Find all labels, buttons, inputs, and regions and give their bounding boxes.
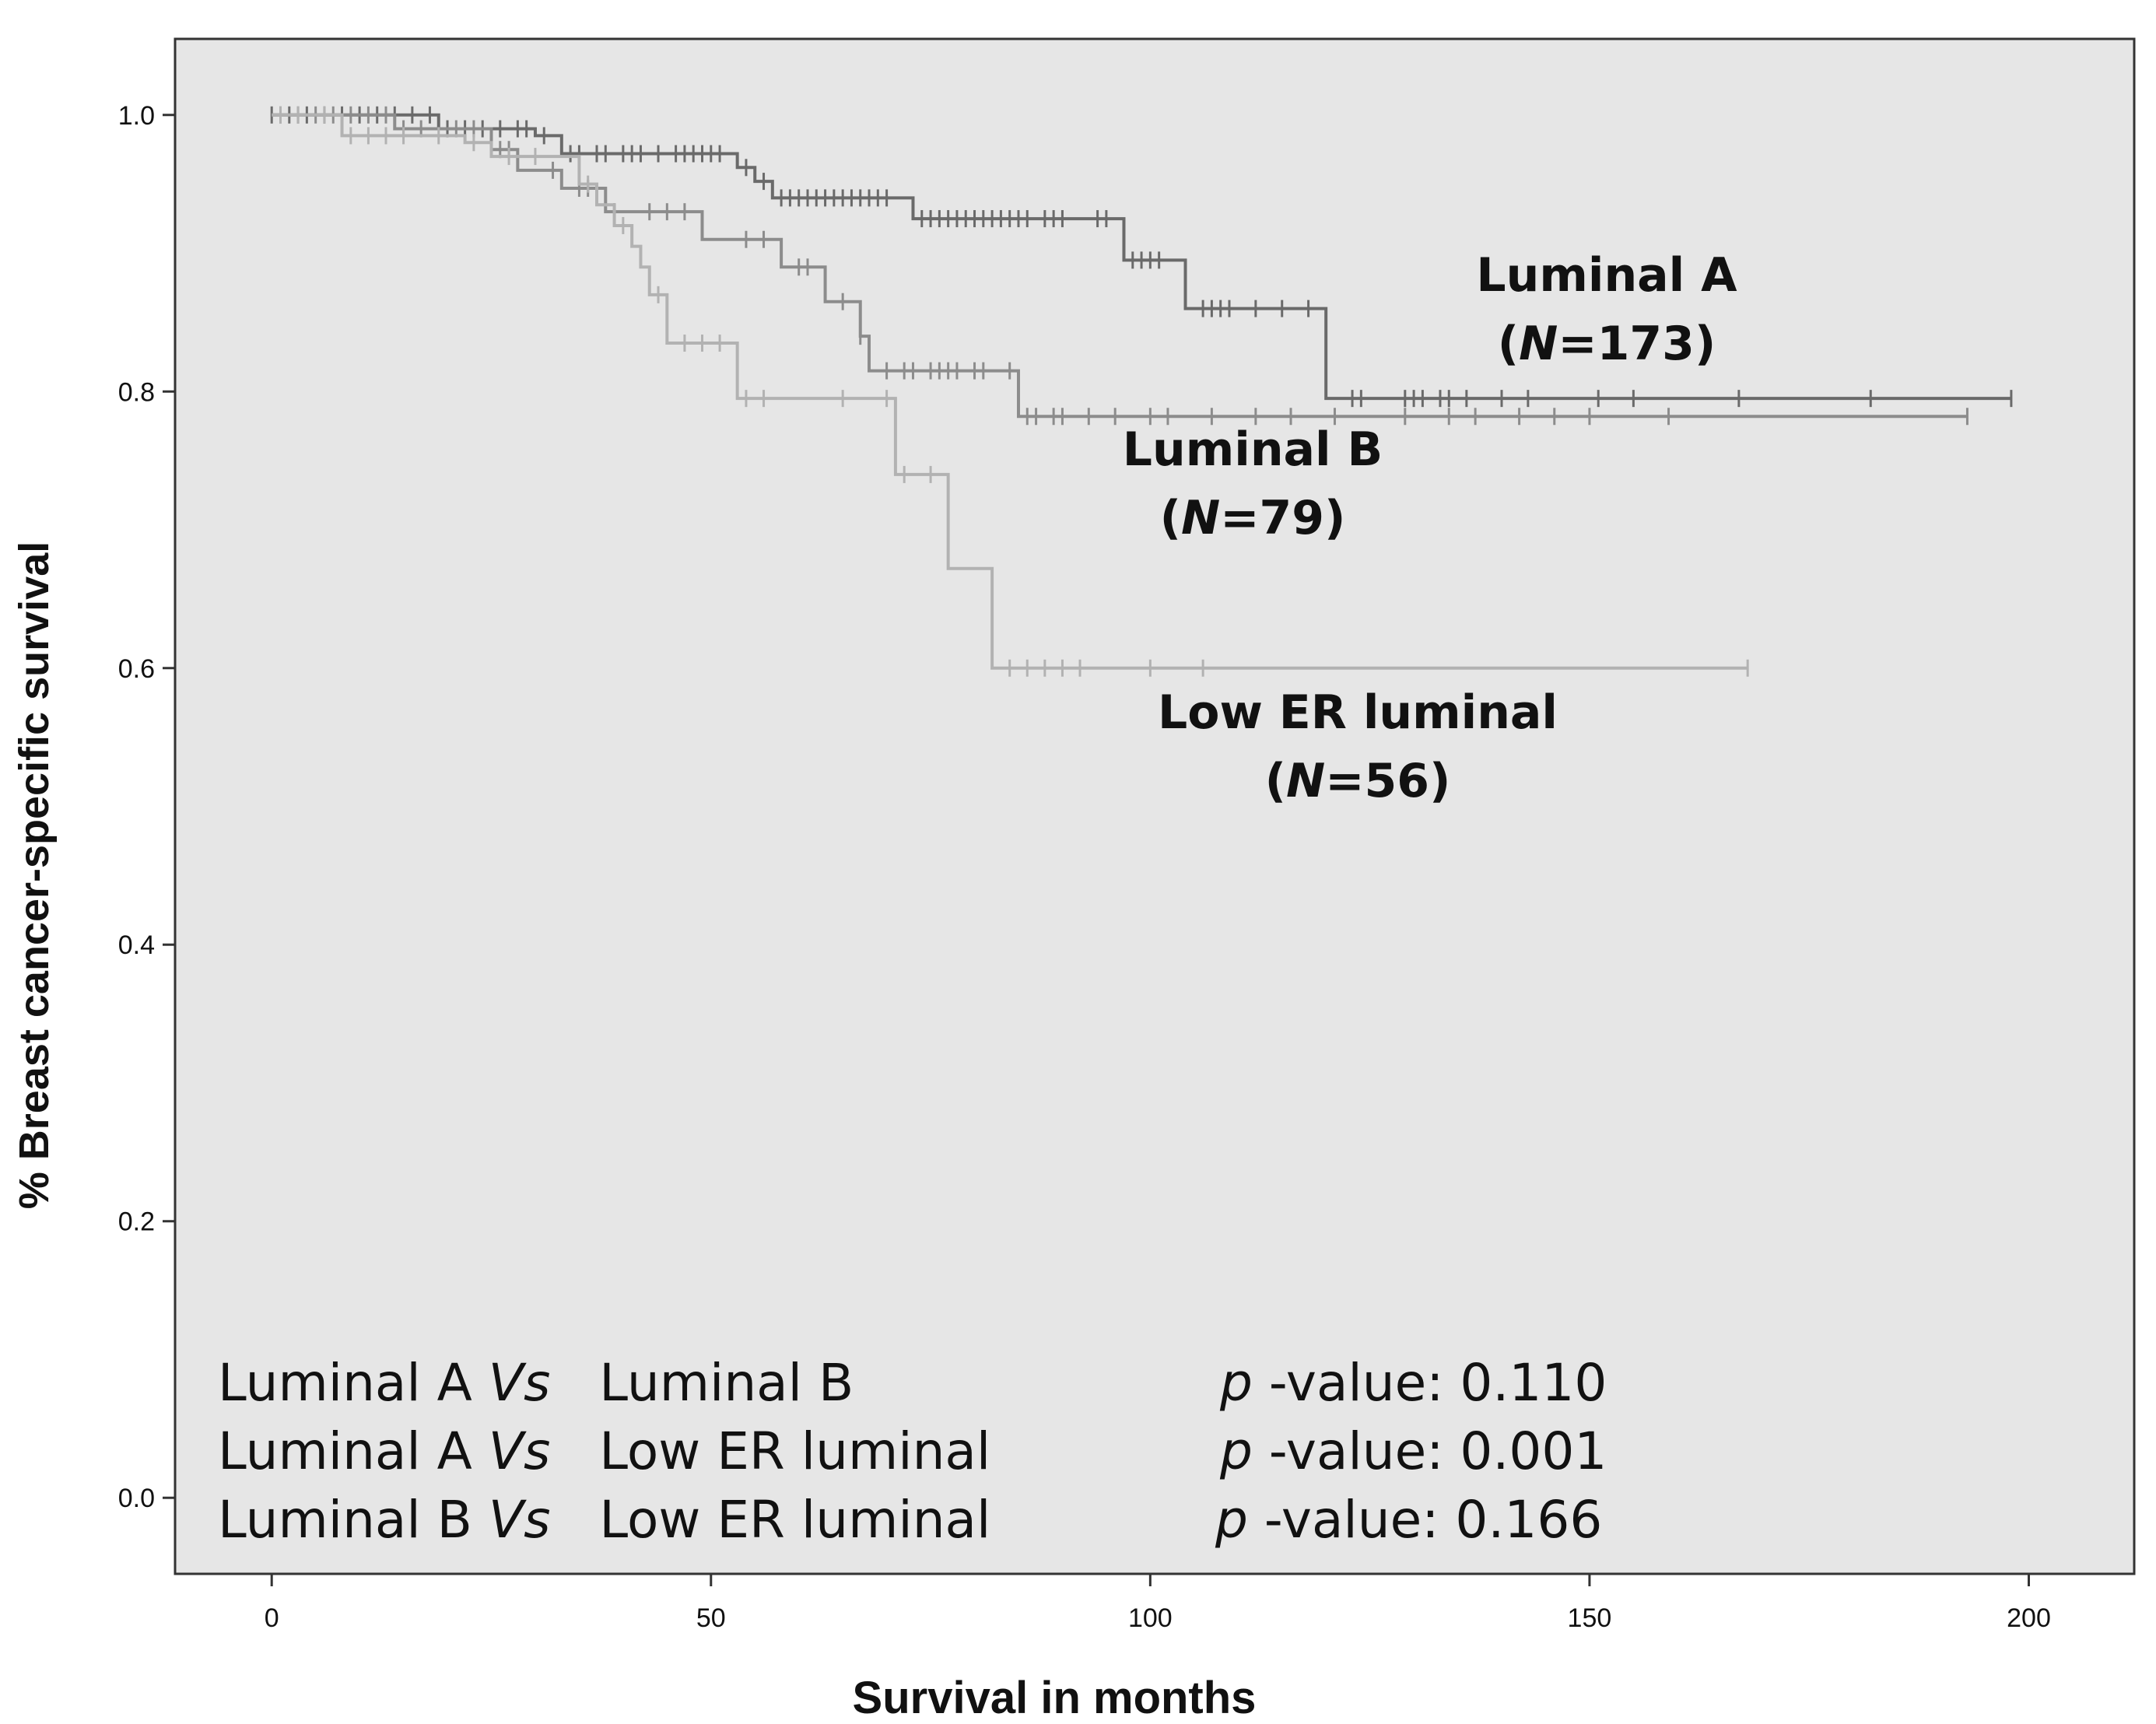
low-er-luminal-name-label: Low ER luminal — [1158, 685, 1558, 740]
comparison-3-label: Luminal B Vs Low ER luminal — [218, 1490, 990, 1550]
y-tick-label: 1.0 — [118, 101, 155, 131]
plot-area — [174, 37, 2136, 1575]
y-tick-label: 0.4 — [118, 930, 155, 960]
x-axis-title: Survival in months — [853, 1673, 1257, 1723]
y-tick-label: 0.8 — [118, 377, 155, 407]
y-tick-label: 0.0 — [118, 1484, 155, 1513]
luminal-a-n-label: (N=173) — [1498, 317, 1716, 371]
y-tick-label: 0.2 — [118, 1207, 155, 1237]
luminal-b-n-label: (N=79) — [1160, 491, 1346, 545]
comparison-1-label: Luminal A Vs Luminal B — [218, 1353, 854, 1413]
x-tick-label: 200 — [2007, 1603, 2051, 1633]
x-tick-label: 50 — [696, 1603, 726, 1633]
luminal-b-name-label: Luminal B — [1123, 422, 1383, 477]
low-er-luminal-n-label: (N=56) — [1265, 754, 1451, 808]
x-tick-label: 0 — [265, 1603, 279, 1633]
comparison-1-p-value: p -value: 0.110 — [1219, 1353, 1607, 1413]
y-tick-label: 0.6 — [118, 654, 155, 684]
series-labels: Luminal A (N=173) Luminal B (N=79) Low E… — [1123, 248, 1737, 808]
x-tick-label: 100 — [1128, 1603, 1173, 1633]
x-axis: 0 50 100 150 200 — [265, 1574, 2051, 1633]
comparison-2-p-value: p -value: 0.001 — [1219, 1421, 1607, 1481]
comparison-2-label: Luminal A Vs Low ER luminal — [218, 1421, 990, 1481]
p-value-annotations: Luminal A Vs Luminal B p -value: 0.110 L… — [218, 1353, 1607, 1550]
luminal-a-name-label: Luminal A — [1476, 248, 1737, 303]
y-axis-title: % Breast cancer-specific survival — [11, 541, 58, 1209]
survival-curves — [270, 106, 2013, 677]
x-tick-label: 150 — [1568, 1603, 1612, 1633]
low-er-luminal-series — [272, 106, 1749, 677]
y-axis: 0.0 0.2 0.4 0.6 0.8 1.0 — [118, 101, 175, 1513]
comparison-3-p-value: p -value: 0.166 — [1215, 1490, 1602, 1550]
